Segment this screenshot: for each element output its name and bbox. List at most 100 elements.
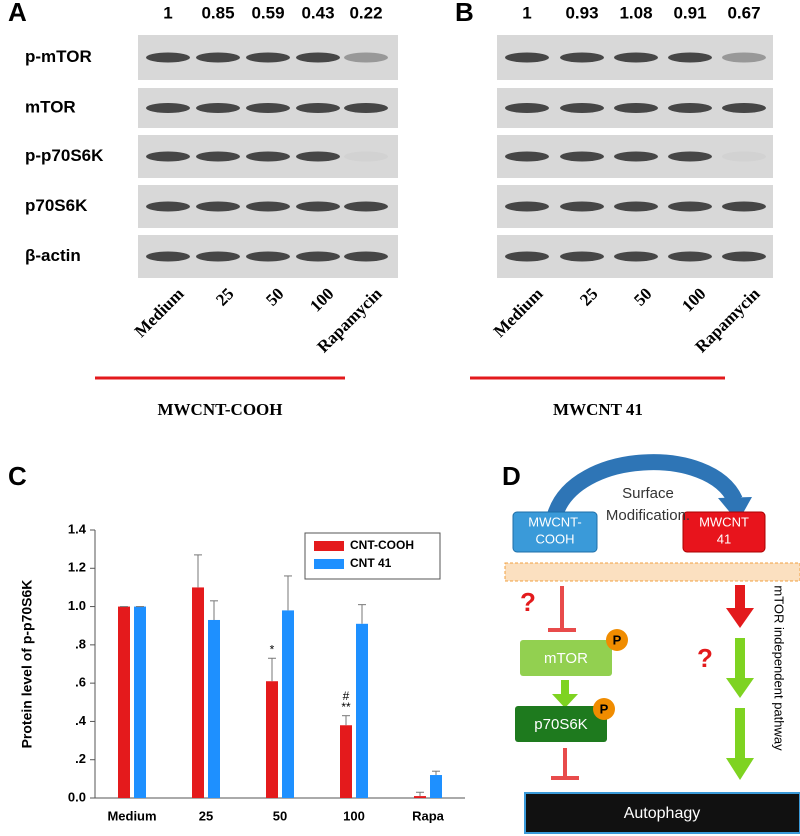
y-tick-label: .8 [75, 636, 86, 651]
diagram-label: Modification. [606, 507, 690, 524]
band [296, 52, 340, 63]
band [196, 251, 240, 262]
lane-label: 100 [306, 284, 337, 315]
outcome-box [524, 792, 800, 834]
legend-box [304, 532, 441, 580]
band [246, 251, 290, 262]
row-label: β-actin [25, 246, 81, 265]
bar [340, 725, 352, 798]
unknown-mark: ? [520, 587, 536, 617]
quantification: 1 [163, 3, 172, 22]
lane-label: Medium [490, 284, 547, 341]
significance: # [343, 689, 350, 703]
band [614, 52, 658, 63]
band [614, 251, 658, 262]
significance: ** [341, 700, 351, 714]
band [668, 201, 712, 212]
band [196, 201, 240, 212]
diagram-label: MWCNT- [528, 514, 581, 529]
band [560, 201, 604, 212]
band [344, 201, 388, 212]
quantification: 1 [522, 3, 531, 22]
material-box [682, 511, 766, 553]
x-tick-label: 100 [343, 808, 365, 823]
band [505, 201, 549, 212]
y-tick-label: .2 [75, 751, 86, 766]
bar [356, 623, 368, 798]
band [614, 201, 658, 212]
band [560, 52, 604, 63]
lane-label: 50 [262, 284, 287, 309]
arrow-head [552, 694, 578, 708]
lane-label: 25 [212, 284, 237, 309]
bar [414, 796, 426, 798]
band [296, 151, 340, 162]
node-label: mTOR [544, 650, 588, 667]
bar [192, 587, 204, 798]
diagram-label: Surface [622, 485, 674, 502]
band [296, 251, 340, 262]
arrow-head [726, 678, 754, 698]
x-tick-label: 25 [199, 808, 213, 823]
band [614, 151, 658, 162]
band [560, 251, 604, 262]
x-tick-label: Medium [107, 808, 156, 823]
material-box [512, 511, 598, 553]
group-label: MWCNT-COOH [158, 400, 283, 419]
bar [208, 619, 220, 798]
node-label: p70S6K [534, 716, 587, 733]
significance: * [270, 642, 275, 656]
row-label: p70S6K [25, 196, 88, 215]
lane-label: 25 [576, 284, 601, 309]
band [246, 151, 290, 162]
phospho-label: P [600, 701, 609, 716]
quantification: 0.91 [673, 3, 706, 22]
row-label: mTOR [25, 97, 76, 116]
arrow-head [726, 608, 754, 628]
band [668, 251, 712, 262]
row-label: p-mTOR [25, 47, 92, 66]
band [668, 103, 712, 113]
y-tick-label: 1.2 [68, 560, 86, 575]
node-box [520, 640, 612, 676]
band [505, 251, 549, 262]
membrane [504, 562, 800, 582]
panel-letter: A [8, 0, 27, 27]
legend-swatch [314, 559, 344, 569]
node-box [515, 706, 607, 742]
legend-label: CNT 41 [350, 556, 392, 570]
band [296, 103, 340, 113]
panel-letter: B [455, 0, 474, 27]
y-axis-label: Protein level of p-p70S6K [19, 580, 35, 749]
band [560, 151, 604, 162]
diagram [504, 454, 800, 834]
band [722, 103, 766, 113]
bar [282, 610, 294, 798]
curve-arrow [547, 454, 743, 518]
quantification: 0.43 [301, 3, 334, 22]
y-tick-label: .6 [75, 675, 86, 690]
band [196, 52, 240, 63]
bar [134, 606, 146, 798]
legend-label: CNT-COOH [350, 538, 414, 552]
quantification: 0.93 [565, 3, 598, 22]
band [146, 151, 190, 162]
lane-label: 50 [630, 284, 655, 309]
arrow-head [726, 758, 754, 780]
phospho [593, 698, 615, 720]
band [668, 52, 712, 63]
quantification: 0.85 [201, 3, 234, 22]
band [505, 103, 549, 113]
band [146, 103, 190, 113]
band [722, 201, 766, 212]
band [614, 103, 658, 113]
band [296, 201, 340, 212]
side-label: mTOR independent pathway [772, 585, 787, 751]
band [505, 52, 549, 63]
quantification: 0.59 [251, 3, 284, 22]
quantification: 0.22 [349, 3, 382, 22]
bar [266, 681, 278, 798]
lane-label: Medium [131, 284, 188, 341]
y-tick-label: 1.4 [68, 521, 87, 536]
band [722, 152, 766, 162]
